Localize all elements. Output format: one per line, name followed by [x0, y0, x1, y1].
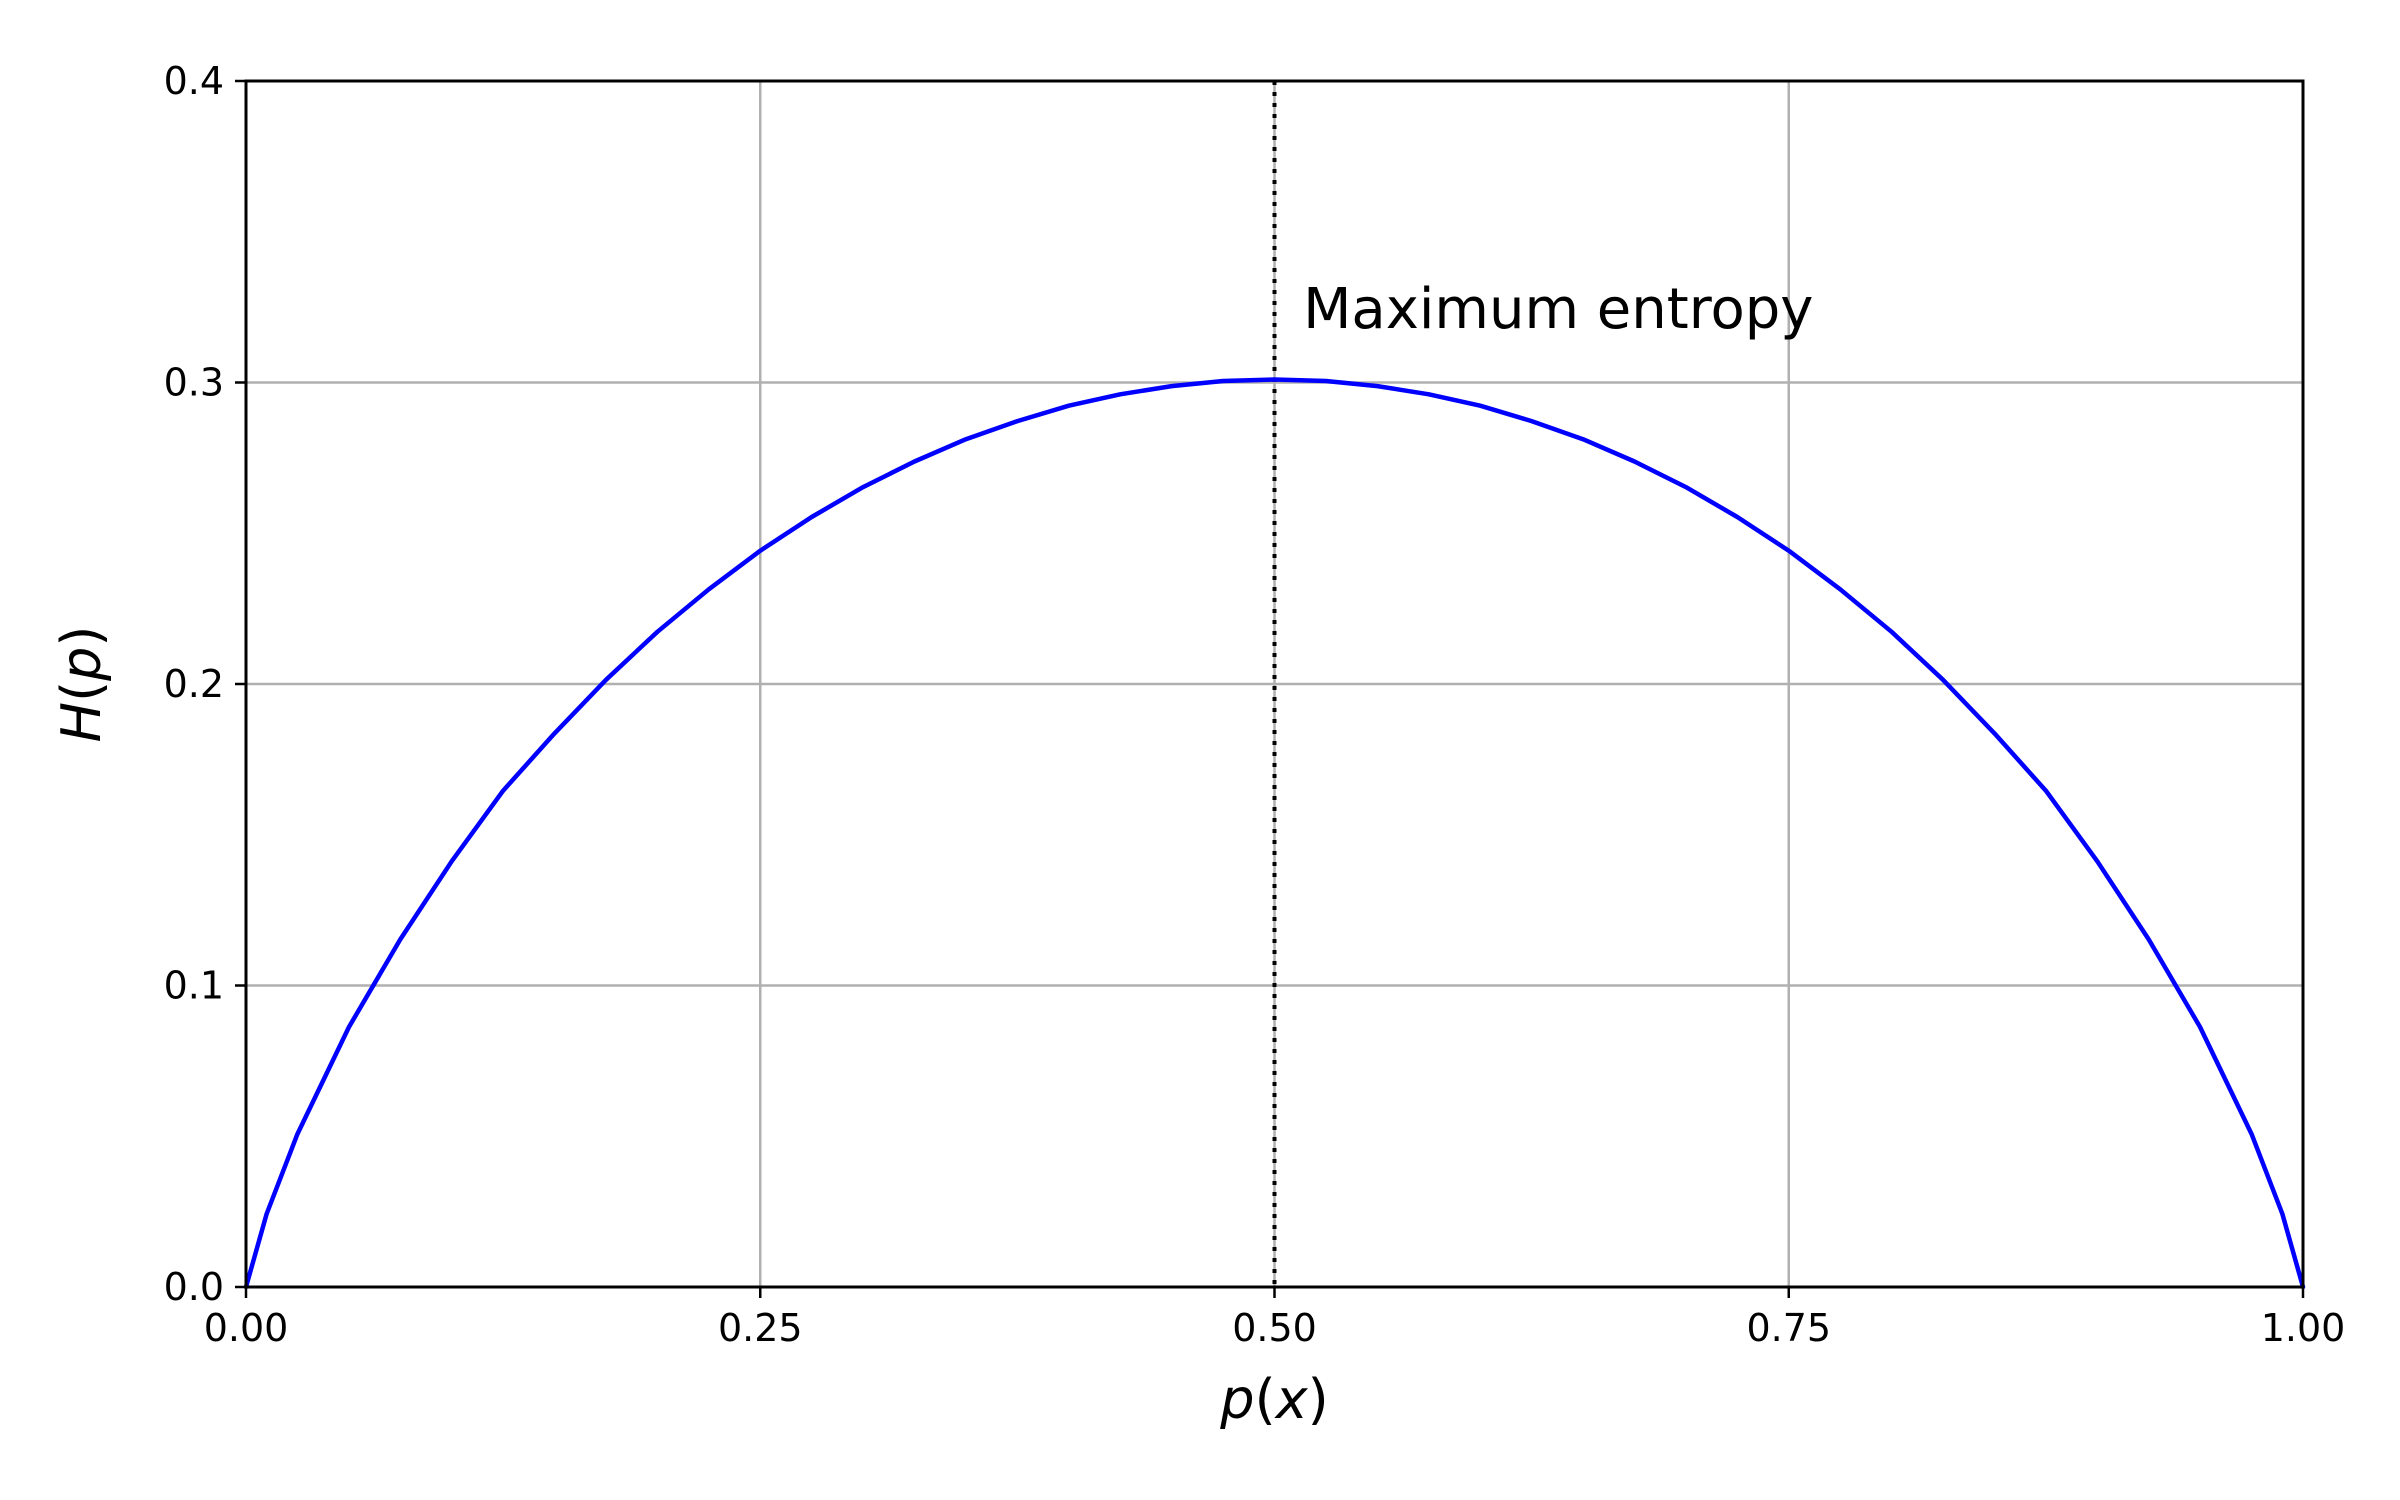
x-tick-label: 0.25: [718, 1306, 803, 1350]
x-tick-label: 1.00: [2261, 1306, 2346, 1350]
x-tick-label: 0.00: [204, 1306, 289, 1350]
annotation-maximum-entropy: Maximum entropy: [1303, 277, 1813, 342]
y-tick-label: 0.2: [164, 662, 224, 706]
series-layer: [243, 377, 2306, 1290]
axis-ticks: 0.00 0.25 0.50 0.75 1.00 0.0 0.1 0.2 0.3 0.4: [164, 59, 2346, 1350]
entropy-curve: [243, 377, 2306, 1290]
x-tick-label: 0.75: [1746, 1306, 1831, 1350]
y-tick-label: 0.3: [164, 361, 224, 405]
x-tick-label: 0.50: [1232, 1306, 1317, 1350]
annotations: Maximum entropy: [1303, 277, 1813, 342]
y-tick-label: 0.0: [164, 1265, 224, 1309]
y-tick-label: 0.1: [164, 964, 224, 1008]
y-axis-label: H(p): [50, 625, 113, 742]
y-tick-label: 0.4: [164, 59, 224, 103]
x-axis-label: p(x): [1219, 1368, 1328, 1431]
